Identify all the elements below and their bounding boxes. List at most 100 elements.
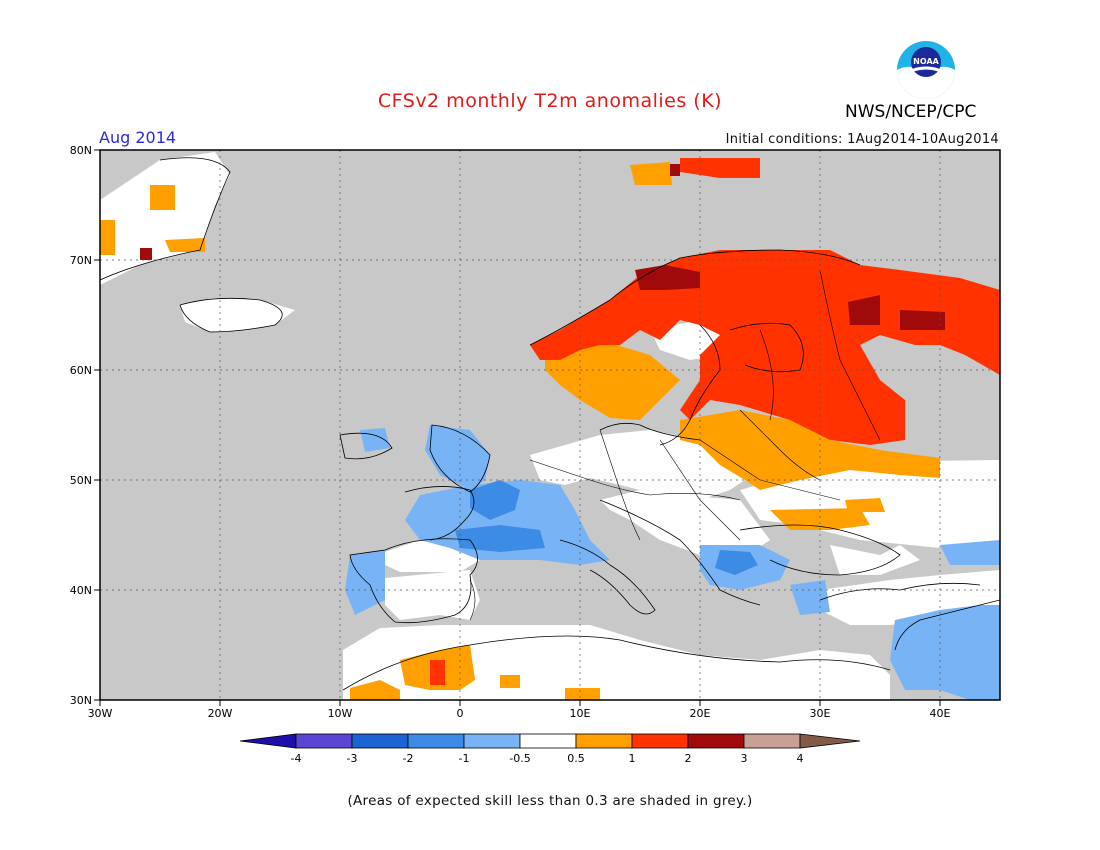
legend-label-4: 4 [797,752,804,765]
legend-label-minus05: -0.5 [509,752,530,765]
legend-swatch-minus4-minus3 [295,733,353,749]
lon-label-0: 0 [457,707,464,720]
lat-label-40n: 40N [70,584,92,597]
map-title: CFSv2 monthly T2m anomalies (K) [377,90,723,112]
lat-label-30n: 30N [70,694,92,707]
greenland-warm-1 [100,220,115,255]
lon-label-30e: 30E [810,707,831,720]
latitude-labels: 80N 70N 60N 50N 40N 30N [70,144,92,707]
moderate-cool-areas [455,480,758,575]
legend-label-minus3: -3 [347,752,358,765]
lat-label-70n: 70N [70,254,92,267]
legend-swatch-3-4 [743,733,801,749]
greenland-warm-2 [150,185,175,210]
legend-label-minus2: -2 [403,752,414,765]
color-legend [239,733,861,749]
initial-conditions: Initial conditions: 1Aug2014-10Aug2014 [725,132,999,147]
logo-text: NOAA [913,57,939,66]
norway-very-hot [635,265,700,290]
legend-swatch-minus3-minus2 [351,733,409,749]
legend-swatch-lt-minus4 [239,733,297,749]
greenland-very-hot [140,248,152,260]
skill-footnote: (Areas of expected skill less than 0.3 a… [347,793,753,809]
france-north-cool [470,480,520,520]
legend-label-minus4: -4 [291,752,302,765]
baltic-coast [599,422,701,441]
greenland-warm-3 [165,238,205,252]
portugal-cool [345,550,385,615]
north-africa-coast [342,635,891,691]
ireland-coast [339,432,393,460]
lon-label-20w: 20W [208,707,233,720]
coastlines [100,157,1000,691]
legend-swatch-minus05-05 [519,733,577,749]
caucasus-cool [940,540,1000,565]
lon-label-30w: 30W [88,707,113,720]
southern-scandinavia-warm [545,340,680,420]
balkans-cool [715,550,758,575]
greenland-coast [100,157,231,281]
legend-label-3: 3 [741,752,748,765]
graticule [100,150,1000,700]
lat-label-80n: 80N [70,144,92,157]
france-cool [405,480,610,565]
legend-swatch-2-3 [687,733,745,749]
algeria-warm [500,675,520,688]
svalbard-very-hot [670,164,680,176]
iberia-coast [349,538,478,624]
legend-swatch-05-1 [575,733,633,749]
map-panel [100,150,1000,700]
lon-label-10e: 10E [570,707,591,720]
lon-label-40e: 40E [930,707,951,720]
forecast-month: Aug 2014 [99,128,177,147]
legend-swatch-minus2-minus1 [407,733,465,749]
legend-label-1: 1 [629,752,636,765]
svalbard-warm [630,162,672,185]
map-frame [99,149,1001,701]
france-coast [404,486,475,541]
longitude-labels: 30W 20W 10W 0 10E 20E 30E 40E [88,707,951,720]
middle-east-cool [890,605,1000,700]
hot-anomaly-areas [430,158,1000,685]
legend-labels: -4 -3 -2 -1 -0.5 0.5 1 2 3 4 [291,752,804,765]
middle-east-coast [894,599,1000,651]
black-sea-coast-neutral [830,545,920,575]
lat-label-50n: 50N [70,474,92,487]
lat-label-60n: 60N [70,364,92,377]
very-hot-anomaly-areas [140,164,945,330]
legend-label-2: 2 [685,752,692,765]
cool-anomaly-areas [345,425,1000,700]
italy-coast [559,539,656,615]
britain-cool [425,425,490,490]
norway-coast [529,249,861,346]
russia-very-hot-2 [900,310,945,330]
country-borders [469,269,881,621]
moldova-warm [770,508,870,530]
adriatic-coast [599,499,761,606]
libya-warm [565,688,600,700]
north-africa-warm [350,680,400,700]
russia-very-hot-1 [848,295,880,325]
finland-hot [730,300,840,370]
legend-swatch-minus1-minus05 [463,733,521,749]
black-sea-coast [739,524,901,576]
iberia-south-neutral [385,570,480,620]
noaa-logo: NOAA [896,40,956,100]
france-south-cool [455,525,545,552]
iceland-coast [179,297,283,333]
iceland-land [180,298,295,332]
lon-label-20e: 20E [690,707,711,720]
britain-coast [429,424,491,493]
legend-swatch-gt-4 [799,733,861,749]
legend-swatch-1-2 [631,733,689,749]
legend-label-05: 0.5 [567,752,585,765]
organization-label: NWS/NCEP/CPC [845,102,977,122]
greenland-land [100,152,230,285]
ireland-cool [360,428,390,452]
balkans-neutral [600,490,770,560]
morocco-hot [430,660,445,685]
legend-label-minus1: -1 [459,752,470,765]
lon-label-10w: 10W [328,707,353,720]
axis-ticks [94,149,941,706]
